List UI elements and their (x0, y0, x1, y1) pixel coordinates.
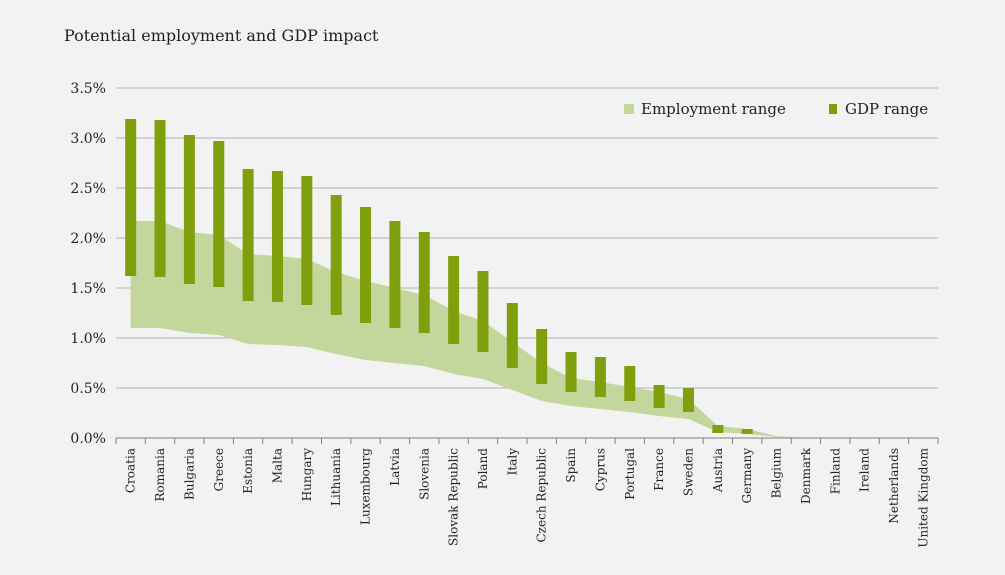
gdp-range-bar (653, 385, 665, 408)
x-tick-labels: Croatia Romania Bulgaria Greece Estonia Malta… (124, 447, 931, 547)
gdp-range-bar (330, 195, 342, 315)
legend-swatch-gdp (829, 104, 837, 114)
y-tick-label: 0.0% (70, 431, 106, 447)
y-tick-label: 1.5% (70, 281, 106, 297)
x-tick-label: Sweden (681, 448, 695, 496)
gdp-range-bar (682, 388, 694, 412)
x-tick-label: Slovak Republic (447, 448, 461, 546)
x-tick-label: Estonia (241, 448, 255, 494)
x-tick-label: Cyprus (593, 448, 607, 491)
gdp-range-bar (624, 366, 636, 401)
legend: Employment range GDP range (624, 100, 928, 118)
x-tick-label: Luxembourg (359, 448, 373, 525)
gdp-bar-layer (125, 119, 753, 434)
x-tick-label: Bulgaria (182, 448, 196, 500)
y-tick-labels: 0.0% 0.5% 1.0% 1.5% 2.0% 2.5% 3.0% 3.5% (70, 81, 106, 447)
gdp-range-bar (477, 271, 489, 352)
x-tick-label: Czech Republic (535, 448, 549, 543)
gdp-range-bar (213, 141, 225, 287)
x-tick-label: United Kingdom (916, 447, 930, 547)
x-tick-label: Belgium (770, 447, 784, 498)
gdp-range-bar (301, 176, 313, 305)
x-axis (115, 437, 939, 444)
legend-label-employment: Employment range (641, 100, 786, 118)
x-tick-label: Malta (270, 448, 284, 483)
employment-range-area (130, 221, 924, 438)
gdp-range-bar (242, 169, 254, 301)
gdp-range-bar (712, 425, 724, 433)
x-tick-label: Croatia (124, 448, 138, 493)
x-tick-label: Romania (153, 448, 167, 502)
gdp-range-bar (154, 120, 166, 277)
gdp-range-bar (271, 171, 283, 302)
x-tick-label: Denmark (799, 447, 813, 504)
gdp-range-bar (418, 232, 430, 333)
x-tick-label: Latvia (388, 448, 402, 486)
gdp-range-bar (448, 256, 460, 344)
x-tick-label: Germany (740, 448, 754, 504)
legend-swatch-employment (624, 104, 634, 114)
x-tick-label: France (652, 448, 666, 491)
x-tick-label: Italy (505, 448, 519, 476)
x-tick-label: Slovenia (417, 448, 431, 500)
y-tick-label: 0.5% (70, 381, 106, 397)
chart-title: Potential employment and GDP impact (64, 26, 379, 45)
x-tick-label: Austria (711, 448, 725, 493)
gdp-range-bar (741, 429, 753, 434)
y-tick-label: 2.5% (70, 181, 106, 197)
x-tick-label: Portugal (623, 448, 637, 500)
x-tick-label: Ireland (858, 448, 872, 492)
gdp-range-bar (183, 135, 195, 284)
x-tick-label: Finland (828, 448, 842, 495)
employment-area-layer (130, 221, 924, 438)
legend-label-gdp: GDP range (845, 100, 928, 118)
x-tick-label: Greece (212, 448, 226, 491)
x-tick-label: Netherlands (887, 448, 901, 524)
gdp-range-bar (125, 119, 137, 276)
x-tick-label: Hungary (300, 448, 314, 501)
grid-lines (116, 87, 938, 389)
y-tick-label: 2.0% (70, 231, 106, 247)
y-tick-label: 3.5% (70, 81, 106, 97)
y-tick-label: 3.0% (70, 131, 106, 147)
gdp-range-bar (565, 352, 577, 392)
y-tick-label: 1.0% (70, 331, 106, 347)
gdp-range-bar (536, 329, 548, 384)
gdp-range-bar (360, 207, 372, 323)
gdp-range-bar (506, 303, 518, 368)
gdp-range-bar (389, 221, 401, 328)
x-tick-label: Lithuania (329, 448, 343, 506)
x-tick-label: Spain (564, 448, 578, 483)
gdp-range-bar (594, 357, 606, 397)
x-tick-label: Poland (476, 448, 490, 490)
